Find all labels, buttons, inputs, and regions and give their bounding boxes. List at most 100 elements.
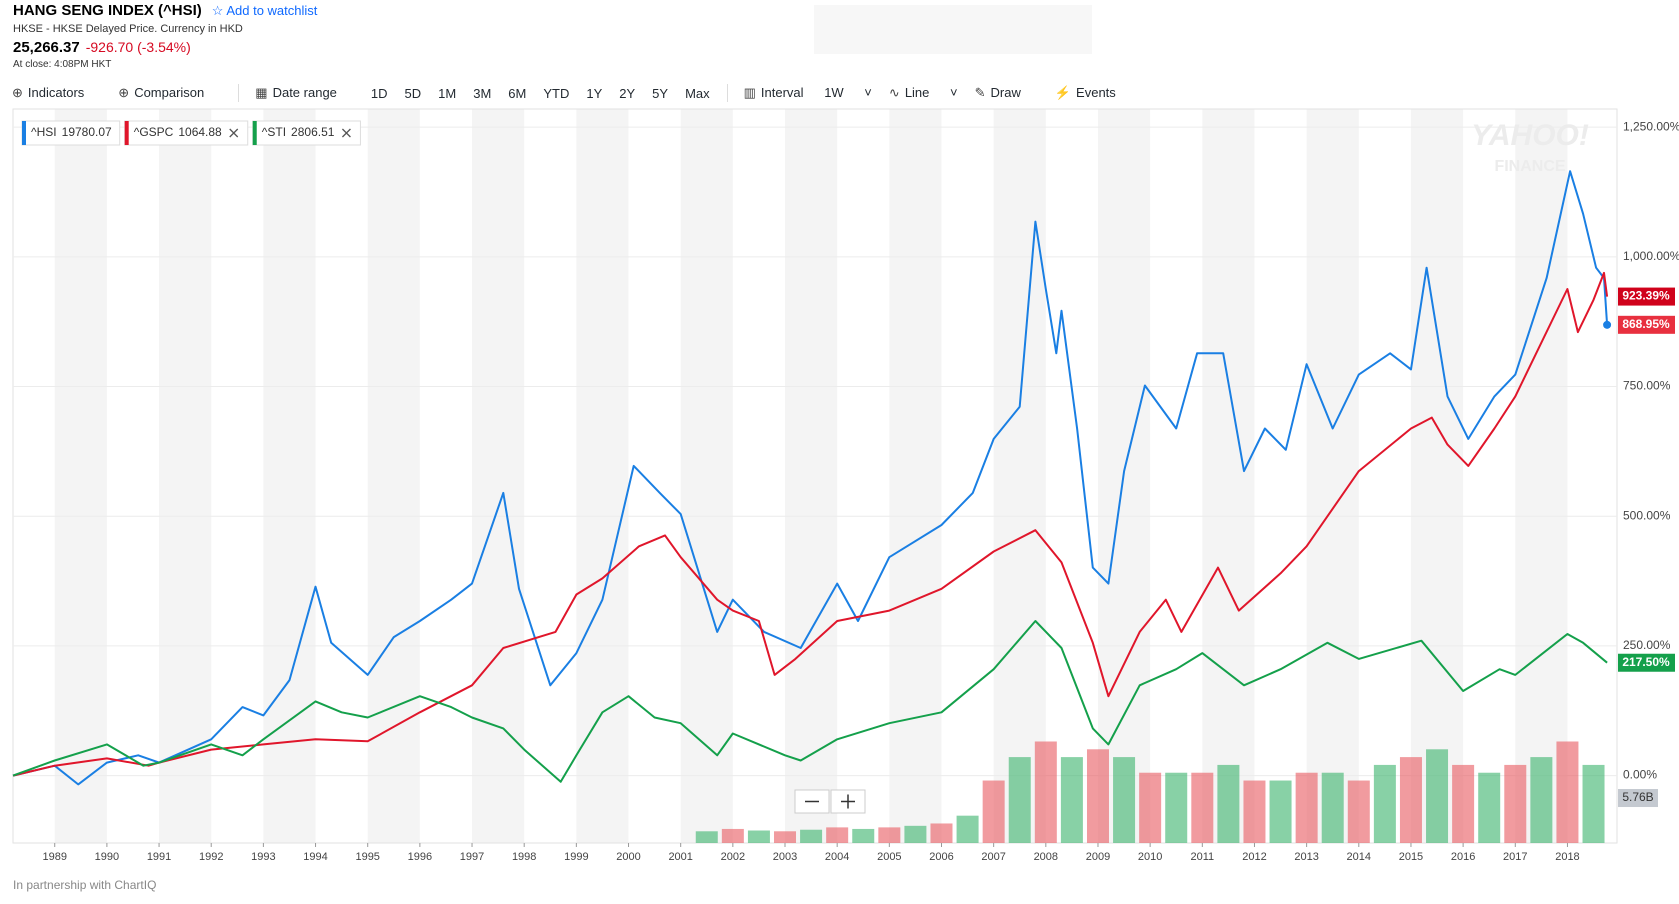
label[interactable]: Draw bbox=[990, 85, 1021, 100]
price-change: -926.70 (-3.54%) bbox=[85, 39, 191, 55]
y-tick-label: 1,250.00% bbox=[1623, 119, 1679, 133]
watermark: FINANCE bbox=[1494, 158, 1565, 175]
watchlist-button[interactable]: ☆ Add to watchlist bbox=[211, 3, 318, 18]
range-button[interactable]: 6M bbox=[508, 85, 527, 101]
year-band bbox=[889, 109, 942, 843]
volume-bar bbox=[1139, 772, 1162, 843]
x-tick-label: 2009 bbox=[1086, 851, 1110, 863]
x-tick-label: 2003 bbox=[773, 851, 797, 863]
x-tick-label: 2000 bbox=[616, 851, 640, 863]
range-button[interactable]: 1D bbox=[370, 85, 388, 101]
remove-icon[interactable] bbox=[341, 128, 351, 138]
title: HANG SENG INDEX (^HSI) bbox=[13, 2, 202, 19]
legend-box bbox=[21, 120, 121, 146]
x-tick-label: 1996 bbox=[408, 851, 432, 863]
legend-chip[interactable]: ^STI 2806.51 bbox=[252, 120, 361, 146]
legend-swatch bbox=[22, 121, 26, 145]
toolbar-button[interactable]: ▦ Date range bbox=[255, 85, 337, 100]
range-button[interactable]: 3M bbox=[473, 85, 492, 101]
series-line bbox=[12, 620, 1608, 783]
volume-bar bbox=[1217, 764, 1240, 843]
volume-bar bbox=[930, 823, 953, 843]
x-tick-label: 2002 bbox=[721, 851, 745, 863]
value-badge bbox=[1618, 287, 1675, 306]
zoom-controls bbox=[794, 789, 866, 814]
y-tick-label: 250.00% bbox=[1623, 638, 1671, 652]
label[interactable]: Date range bbox=[272, 85, 337, 100]
volume-bar bbox=[1060, 757, 1083, 843]
volume-bar bbox=[1008, 757, 1031, 843]
volume-bar bbox=[904, 825, 927, 843]
year-band bbox=[680, 109, 733, 843]
toolbar-button[interactable]: ✎ Draw bbox=[974, 85, 1021, 100]
label[interactable]: Events bbox=[1076, 85, 1116, 100]
header: HANG SENG INDEX (^HSI) ☆ Add to watchlist… bbox=[13, 2, 317, 70]
y-tick-label: 1,000.00% bbox=[1623, 249, 1679, 263]
label[interactable]: Interval bbox=[760, 85, 804, 100]
x-tick-label: 1992 bbox=[199, 851, 223, 863]
volume-bar bbox=[982, 780, 1005, 843]
legend-name: ^STI bbox=[262, 125, 286, 139]
legend-chip[interactable]: ^GSPC 1064.88 bbox=[124, 120, 249, 146]
legend-chip[interactable]: ^HSI 19780.07 bbox=[21, 120, 121, 146]
year-band bbox=[1306, 109, 1359, 843]
x-tick-label: 1994 bbox=[303, 851, 327, 863]
label[interactable]: Indicators bbox=[27, 85, 85, 100]
toolbar-button[interactable]: ⚡ Events bbox=[1054, 85, 1116, 100]
volume-badge bbox=[1618, 789, 1658, 808]
x-tick-label: 2010 bbox=[1138, 851, 1162, 863]
volume-label: 5.76B bbox=[1622, 790, 1653, 804]
label[interactable]: 1W bbox=[824, 85, 844, 100]
volume-bar bbox=[1034, 741, 1057, 843]
range-button[interactable]: 5D bbox=[404, 85, 422, 101]
x-tick-label: 2001 bbox=[668, 851, 692, 863]
volume-bar bbox=[1399, 757, 1422, 843]
volume-bar bbox=[1452, 764, 1475, 843]
y-tick-label: 750.00% bbox=[1623, 379, 1671, 393]
volume-bar bbox=[878, 827, 901, 843]
volume-bar bbox=[1556, 741, 1579, 843]
volume-bar bbox=[1373, 764, 1396, 843]
remove-icon[interactable] bbox=[229, 128, 239, 138]
x-tick-label: 2016 bbox=[1451, 851, 1475, 863]
range-button[interactable]: YTD bbox=[543, 85, 570, 101]
x-tick-label: 2004 bbox=[825, 851, 849, 863]
toolbar-button[interactable]: ⊕ Comparison bbox=[118, 85, 205, 100]
toolbar-button[interactable]: ∿ Line ˅ bbox=[888, 85, 958, 100]
range-button[interactable]: Max bbox=[685, 85, 710, 101]
series-line bbox=[12, 170, 1609, 786]
x-tick-label: 2018 bbox=[1555, 851, 1579, 863]
label[interactable]: Comparison bbox=[134, 85, 205, 100]
watchlist-label[interactable]: Add to watchlist bbox=[226, 3, 318, 18]
range-button[interactable]: 1Y bbox=[586, 85, 603, 101]
range-button[interactable]: 1M bbox=[438, 85, 457, 101]
x-tick-label: 2008 bbox=[1034, 851, 1058, 863]
value-badge-label: 868.95% bbox=[1622, 317, 1670, 331]
toolbar-button[interactable]: ⊕ Indicators bbox=[12, 85, 85, 100]
x-tick-label: 2015 bbox=[1399, 851, 1423, 863]
x-tick-label: 2007 bbox=[981, 851, 1005, 863]
subtitle: HKSE - HKSE Delayed Price. Currency in H… bbox=[13, 23, 243, 35]
x-tick-label: 1990 bbox=[95, 851, 119, 863]
label[interactable]: Line bbox=[904, 85, 930, 100]
volume-bar bbox=[747, 830, 770, 843]
year-band bbox=[1410, 109, 1464, 843]
price: 25,266.37 bbox=[13, 39, 80, 56]
value-badge bbox=[1618, 315, 1675, 334]
x-tick-label: 2011 bbox=[1190, 851, 1214, 863]
range-button[interactable]: 5Y bbox=[652, 85, 669, 101]
value-badge-label: 217.50% bbox=[1622, 655, 1670, 669]
toolbar-button[interactable]: ▥ Interval 1W ˅ bbox=[743, 85, 872, 100]
range-button[interactable]: 2Y bbox=[619, 85, 636, 101]
volume-bar bbox=[1269, 780, 1292, 843]
year-band bbox=[472, 109, 525, 843]
legend-swatch bbox=[124, 121, 129, 145]
volume-bar bbox=[852, 828, 875, 843]
overlay-box bbox=[814, 5, 1092, 54]
volume-bar bbox=[956, 815, 979, 843]
volume-bar bbox=[1347, 780, 1370, 843]
volume-bar bbox=[1321, 772, 1344, 843]
value-badge bbox=[1618, 653, 1675, 672]
